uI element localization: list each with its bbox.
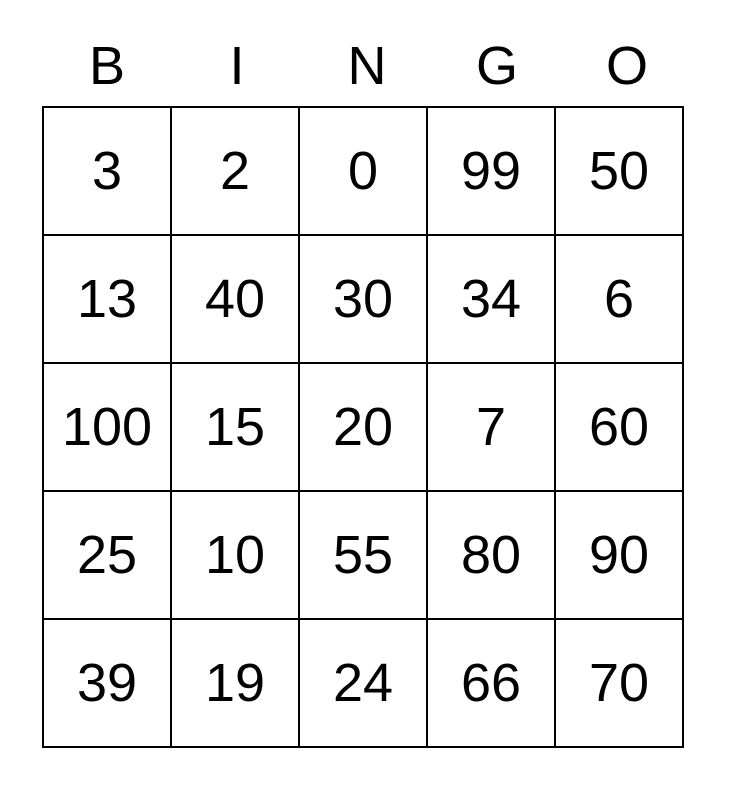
bingo-cell[interactable]: 90 bbox=[554, 490, 684, 620]
bingo-cell[interactable]: 24 bbox=[298, 618, 428, 748]
bingo-cell[interactable]: 6 bbox=[554, 234, 684, 364]
bingo-cell[interactable]: 3 bbox=[42, 106, 172, 236]
bingo-cell[interactable]: 7 bbox=[426, 362, 556, 492]
bingo-cell[interactable]: 10 bbox=[170, 490, 300, 620]
bingo-cell[interactable]: 70 bbox=[554, 618, 684, 748]
bingo-cell[interactable]: 66 bbox=[426, 618, 556, 748]
bingo-row: 100 15 20 7 60 bbox=[42, 362, 684, 492]
bingo-card: B I N G O 3 2 0 99 50 13 40 30 34 6 100 … bbox=[42, 0, 692, 748]
bingo-cell[interactable]: 50 bbox=[554, 106, 684, 236]
bingo-row: 13 40 30 34 6 bbox=[42, 234, 684, 364]
bingo-grid: 3 2 0 99 50 13 40 30 34 6 100 15 20 7 60 bbox=[42, 106, 684, 748]
bingo-cell[interactable]: 60 bbox=[554, 362, 684, 492]
bingo-cell[interactable]: 40 bbox=[170, 234, 300, 364]
bingo-cell[interactable]: 2 bbox=[170, 106, 300, 236]
bingo-row: 25 10 55 80 90 bbox=[42, 490, 684, 620]
bingo-cell[interactable]: 19 bbox=[170, 618, 300, 748]
bingo-cell[interactable]: 20 bbox=[298, 362, 428, 492]
header-letter-o: O bbox=[605, 36, 648, 96]
bingo-cell[interactable]: 39 bbox=[42, 618, 172, 748]
bingo-cell[interactable]: 100 bbox=[42, 362, 172, 492]
bingo-cell[interactable]: 30 bbox=[298, 234, 428, 364]
header-letter-i: I bbox=[229, 36, 245, 96]
bingo-cell[interactable]: 80 bbox=[426, 490, 556, 620]
bingo-row: 39 19 24 66 70 bbox=[42, 618, 684, 748]
bingo-cell[interactable]: 0 bbox=[298, 106, 428, 236]
bingo-cell[interactable]: 55 bbox=[298, 490, 428, 620]
header-letter-g: G bbox=[475, 36, 518, 96]
bingo-cell[interactable]: 13 bbox=[42, 234, 172, 364]
bingo-header: B I N G O bbox=[42, 0, 692, 106]
header-letter-n: N bbox=[347, 36, 387, 96]
bingo-cell[interactable]: 15 bbox=[170, 362, 300, 492]
bingo-row: 3 2 0 99 50 bbox=[42, 106, 684, 236]
header-letter-b: B bbox=[88, 36, 126, 96]
bingo-cell[interactable]: 25 bbox=[42, 490, 172, 620]
bingo-cell[interactable]: 34 bbox=[426, 234, 556, 364]
bingo-cell[interactable]: 99 bbox=[426, 106, 556, 236]
